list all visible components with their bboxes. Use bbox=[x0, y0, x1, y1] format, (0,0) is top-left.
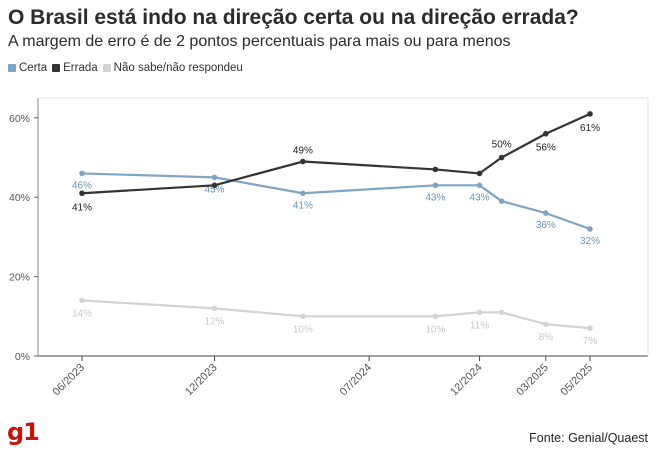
data-point-nao-sabe bbox=[476, 309, 483, 316]
data-point-certa bbox=[498, 198, 505, 204]
series-line-errada bbox=[81, 112, 591, 195]
data-label-certa: 36% bbox=[536, 220, 556, 231]
y-tick-label: 40% bbox=[9, 192, 30, 204]
data-point-errada bbox=[432, 166, 439, 173]
legend-item-nao-sabe: Não sabe/não respondeu bbox=[102, 62, 243, 74]
data-point-nao-sabe bbox=[432, 313, 439, 320]
data-label-errada: 41% bbox=[72, 202, 92, 213]
data-label-errada: 61% bbox=[580, 123, 600, 134]
data-point-errada bbox=[587, 111, 593, 117]
source-note: Fonte: Genial/Quaest bbox=[529, 431, 648, 445]
data-point-errada bbox=[476, 170, 483, 177]
legend-swatch-certa bbox=[8, 64, 16, 72]
data-point-certa bbox=[476, 182, 483, 189]
chart-subtitle: A margem de erro é de 2 pontos percentua… bbox=[8, 33, 511, 50]
data-point-certa bbox=[587, 226, 593, 232]
x-tick-label: 12/2023 bbox=[183, 362, 220, 399]
data-point-nao-sabe bbox=[211, 305, 218, 312]
y-tick-label: 0% bbox=[15, 351, 30, 363]
data-label-certa: 43% bbox=[470, 192, 490, 203]
data-point-certa bbox=[543, 210, 549, 216]
data-label-certa: 41% bbox=[293, 200, 313, 211]
data-label-errada: 56% bbox=[536, 143, 556, 154]
y-tick-label: 20% bbox=[9, 272, 30, 284]
series-line-nao-sabe bbox=[81, 299, 591, 330]
x-tick-label: 07/2024 bbox=[338, 362, 375, 399]
x-tick-label: 12/2024 bbox=[448, 362, 485, 399]
data-label-nao-sabe: 10% bbox=[293, 324, 313, 335]
legend-item-certa: Certa bbox=[8, 62, 47, 74]
y-tick-label: 60% bbox=[9, 113, 30, 125]
data-label-nao-sabe: 10% bbox=[425, 324, 445, 335]
g1-logo: g1 bbox=[7, 418, 40, 446]
data-label-certa: 45% bbox=[205, 184, 225, 195]
data-point-certa bbox=[300, 190, 306, 197]
data-point-nao-sabe bbox=[79, 297, 85, 304]
data-point-nao-sabe bbox=[587, 325, 593, 332]
data-label-certa: 32% bbox=[580, 236, 600, 247]
legend-swatch-nao-sabe bbox=[102, 64, 111, 72]
data-label-nao-sabe: 8% bbox=[539, 332, 554, 343]
data-point-errada bbox=[211, 182, 218, 189]
data-point-nao-sabe bbox=[300, 313, 306, 320]
series-line-certa bbox=[81, 172, 591, 231]
data-label-nao-sabe: 12% bbox=[205, 316, 225, 327]
data-point-nao-sabe bbox=[498, 309, 505, 316]
data-label-certa: 46% bbox=[72, 180, 92, 191]
data-point-certa bbox=[79, 170, 85, 177]
data-point-nao-sabe bbox=[543, 321, 549, 328]
legend-item-errada: Errada bbox=[52, 62, 98, 74]
legend-label-errada: Errada bbox=[63, 62, 98, 74]
data-point-errada bbox=[543, 130, 549, 137]
x-tick-label: 05/2025 bbox=[559, 362, 596, 399]
data-label-nao-sabe: 7% bbox=[583, 336, 598, 347]
data-label-errada: 49% bbox=[293, 146, 313, 157]
data-point-certa bbox=[432, 182, 439, 189]
data-point-errada bbox=[498, 154, 505, 161]
data-label-certa: 43% bbox=[425, 192, 445, 203]
data-label-errada: 50% bbox=[492, 140, 512, 151]
chart-title: O Brasil está indo na direção certa ou n… bbox=[8, 6, 579, 29]
data-point-errada bbox=[300, 158, 306, 165]
data-label-nao-sabe: 11% bbox=[470, 320, 489, 331]
x-tick-label: 03/2025 bbox=[514, 362, 551, 399]
data-point-errada bbox=[79, 190, 85, 197]
data-label-nao-sabe: 14% bbox=[72, 308, 92, 319]
data-point-certa bbox=[211, 174, 218, 181]
legend-label-certa: Certa bbox=[19, 62, 48, 74]
legend-label-nao-sabe: Não sabe/não respondeu bbox=[113, 62, 243, 74]
x-tick-label: 06/2023 bbox=[51, 362, 88, 399]
legend: Certa Errada Não sabe/não respondeu bbox=[8, 62, 248, 74]
legend-swatch-errada bbox=[52, 64, 61, 72]
